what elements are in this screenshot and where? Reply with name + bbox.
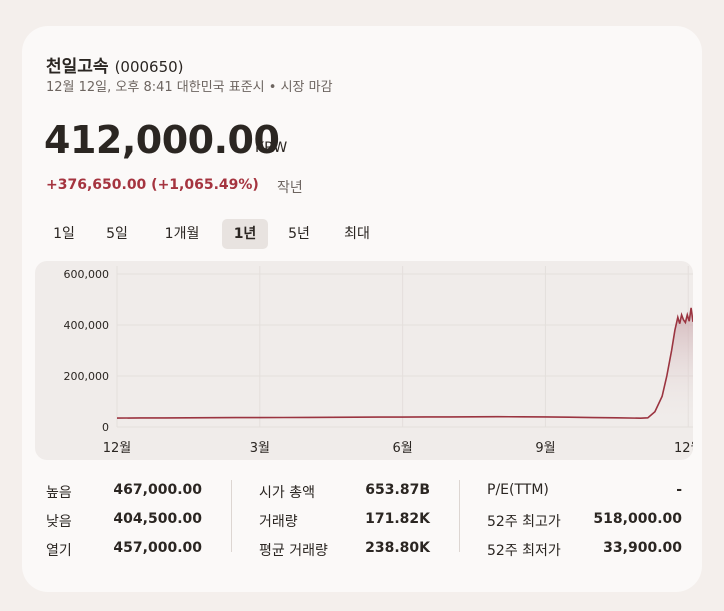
change-period: 작년 [277, 180, 303, 196]
tab-5d[interactable]: 5일 [106, 226, 128, 242]
y-tick-label: 600,000 [64, 268, 110, 281]
stat-market-cap-value: 653.87B [365, 482, 430, 498]
x-tick-label: 12월 [103, 441, 132, 456]
key-stats: 높음 467,000.00 낮음 404,500.00 열기 457,000.0… [22, 474, 702, 564]
stock-card: 천일고속 (000650) 12월 12일, 오후 8:41 대한민국 표준시 •… [22, 26, 702, 592]
stat-avg-volume-value: 238.80K [365, 540, 430, 556]
x-tick-label: 12월 [674, 441, 693, 456]
y-tick-label: 0 [102, 421, 109, 434]
current-price: 412,000.00 [44, 118, 280, 162]
price-area [474, 307, 693, 427]
stat-pe-value: - [676, 482, 682, 498]
stat-52w-high-value: 518,000.00 [593, 511, 682, 527]
stat-52w-low-value: 33,900.00 [603, 540, 682, 556]
stats-divider [459, 480, 460, 552]
stat-pe-label: P/E(TTM) [487, 482, 549, 498]
y-tick-label: 200,000 [64, 370, 110, 383]
stat-volume-value: 171.82K [365, 511, 430, 527]
stat-open-value: 457,000.00 [113, 540, 202, 556]
tab-1m[interactable]: 1개월 [164, 226, 200, 242]
stat-open-label: 열기 [46, 543, 72, 559]
tab-max[interactable]: 최대 [344, 226, 370, 242]
stock-code: (000650) [114, 58, 184, 76]
stat-market-cap-label: 시가 총액 [259, 485, 315, 501]
stat-52w-high-label: 52주 최고가 [487, 514, 561, 530]
x-tick-label: 6월 [393, 441, 413, 456]
market-status: 12월 12일, 오후 8:41 대한민국 표준시 • 시장 마감 [46, 80, 333, 95]
price-chart[interactable]: 0 200,000 400,000 600,000 12월 3월 6월 9월 12월 [35, 261, 693, 460]
y-tick-label: 400,000 [64, 319, 110, 332]
stock-name: 천일고속 [46, 57, 109, 77]
tab-1y[interactable]: 1년 [222, 219, 268, 249]
stat-low-label: 낮음 [46, 514, 72, 530]
stat-high-label: 높음 [46, 485, 72, 501]
tab-5y[interactable]: 5년 [288, 226, 310, 242]
stat-52w-low-label: 52주 최저가 [487, 543, 561, 559]
stock-title: 천일고속 (000650) [46, 52, 184, 77]
price-line [116, 307, 693, 420]
price-change: +376,650.00 (+1,065.49%) [46, 177, 259, 193]
tab-1d[interactable]: 1일 [53, 226, 75, 242]
stat-low-value: 404,500.00 [113, 511, 202, 527]
stats-divider [231, 480, 232, 552]
x-tick-label: 3월 [250, 441, 270, 456]
stat-avg-volume-label: 평균 거래량 [259, 543, 328, 559]
price-chart-svg: 0 200,000 400,000 600,000 12월 3월 6월 9월 12월 [64, 266, 693, 456]
x-tick-label: 9월 [535, 441, 555, 456]
currency-label: KRW [255, 140, 288, 156]
stat-high-value: 467,000.00 [113, 482, 202, 498]
stat-volume-label: 거래량 [259, 514, 298, 530]
